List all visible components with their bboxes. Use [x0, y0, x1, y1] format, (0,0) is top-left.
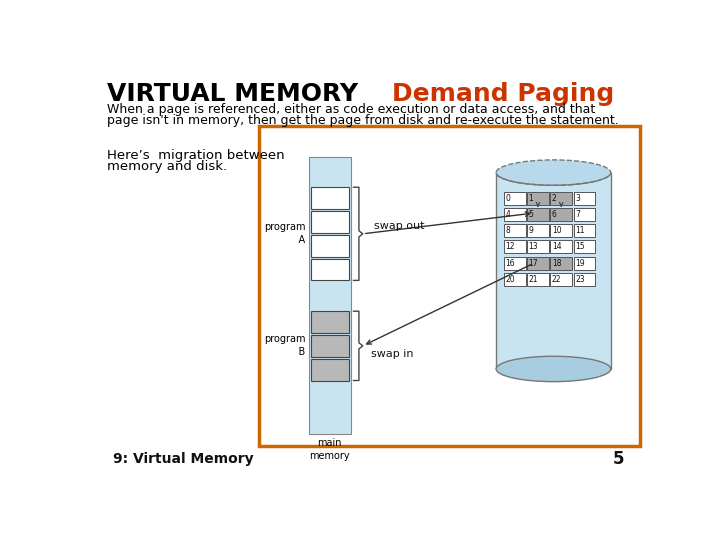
Ellipse shape [496, 160, 611, 185]
Bar [311, 359, 349, 381]
Text: 20: 20 [505, 275, 515, 284]
Text: 14: 14 [552, 242, 562, 252]
Text: 4: 4 [505, 210, 510, 219]
Text: 9: Virtual Memory: 9: Virtual Memory [113, 452, 254, 466]
Text: 0: 0 [505, 194, 510, 203]
Text: 19: 19 [575, 259, 585, 268]
Bar [574, 240, 595, 253]
Bar [550, 256, 572, 269]
Text: 22: 22 [552, 275, 562, 284]
Text: 2: 2 [552, 194, 557, 203]
Bar [550, 240, 572, 253]
Text: program
    A: program A [264, 222, 305, 245]
Bar [311, 211, 349, 233]
Bar [527, 273, 549, 286]
Bar [574, 256, 595, 269]
Text: Here’s  migration between: Here’s migration between [107, 150, 284, 163]
Bar [504, 192, 526, 205]
Text: 5: 5 [528, 210, 534, 219]
Text: 16: 16 [505, 259, 515, 268]
Text: 15: 15 [575, 242, 585, 252]
Text: memory and disk.: memory and disk. [107, 160, 228, 173]
Bar [259, 126, 640, 446]
Text: 1: 1 [528, 194, 534, 203]
Text: Demand Paging: Demand Paging [392, 82, 614, 106]
Text: 17: 17 [528, 259, 539, 268]
Bar [311, 311, 349, 333]
Text: VIRTUAL MEMORY: VIRTUAL MEMORY [107, 82, 358, 106]
Bar [550, 224, 572, 237]
Bar [527, 240, 549, 253]
Bar [311, 187, 349, 209]
Text: 18: 18 [552, 259, 562, 268]
Text: 21: 21 [528, 275, 538, 284]
Bar [527, 224, 549, 237]
Bar [527, 208, 549, 221]
Text: 23: 23 [575, 275, 585, 284]
Bar [311, 259, 349, 280]
Text: program
    B: program B [264, 334, 305, 357]
Bar [311, 335, 349, 356]
Text: main
memory: main memory [310, 438, 350, 461]
Bar [550, 273, 572, 286]
Text: 9: 9 [528, 226, 534, 235]
Text: 5: 5 [613, 450, 625, 468]
Text: When a page is referenced, either as code execution or data access, and that: When a page is referenced, either as cod… [107, 103, 595, 116]
Text: page isn't in memory, then get the page from disk and re-execute the statement.: page isn't in memory, then get the page … [107, 114, 618, 127]
Text: 11: 11 [575, 226, 585, 235]
Bar [527, 256, 549, 269]
Text: 13: 13 [528, 242, 539, 252]
Ellipse shape [496, 356, 611, 382]
Text: 7: 7 [575, 210, 580, 219]
Bar [574, 192, 595, 205]
Bar [504, 256, 526, 269]
Bar [309, 157, 351, 434]
Bar [504, 240, 526, 253]
Text: 12: 12 [505, 242, 515, 252]
Bar [527, 192, 549, 205]
Text: swap in: swap in [371, 349, 413, 359]
Bar [550, 208, 572, 221]
Text: 10: 10 [552, 226, 562, 235]
Text: swap out: swap out [374, 221, 425, 231]
Bar [574, 273, 595, 286]
Text: 8: 8 [505, 226, 510, 235]
Bar [311, 235, 349, 256]
Bar [504, 208, 526, 221]
Bar [574, 224, 595, 237]
Bar [504, 224, 526, 237]
Text: 6: 6 [552, 210, 557, 219]
Bar [574, 208, 595, 221]
Bar [504, 273, 526, 286]
Bar [550, 192, 572, 205]
Text: 3: 3 [575, 194, 580, 203]
Bar [496, 173, 611, 369]
